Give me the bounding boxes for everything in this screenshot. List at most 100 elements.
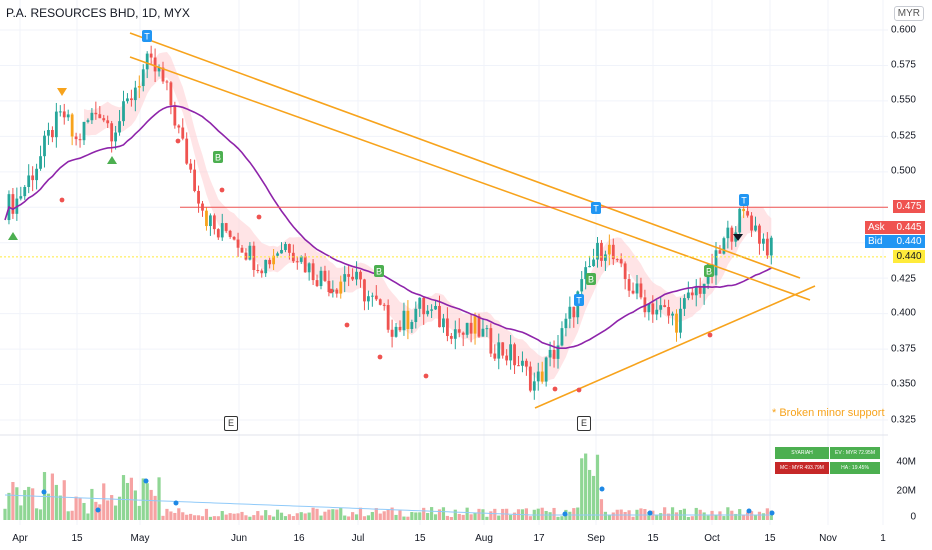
candle-body [145, 53, 149, 70]
volume-bar [418, 512, 422, 520]
volume-bar [86, 513, 90, 520]
volume-bar [181, 512, 185, 520]
down-triangle-icon [733, 234, 743, 241]
volume-bar [611, 512, 615, 520]
signal-dot [328, 288, 334, 294]
candle-body [469, 322, 473, 334]
volume-bar [19, 505, 23, 520]
time-tick: Jul [351, 533, 365, 544]
volume-bar [623, 511, 627, 520]
volume-bar [607, 515, 611, 520]
volume-bar [161, 515, 165, 520]
volume-signal-dot [95, 507, 101, 513]
volume-bar [268, 515, 272, 520]
volume-bar [595, 454, 600, 520]
candle-body [110, 123, 114, 142]
volume-average-line [4, 494, 772, 516]
volume-bar [410, 512, 414, 520]
currency-badge[interactable]: MYR [893, 6, 924, 21]
time-tick: 17 [533, 533, 545, 544]
volume-bar [193, 515, 197, 520]
time-tick: Jun [230, 533, 248, 544]
earnings-marker[interactable]: E [577, 416, 591, 431]
candle-body [655, 309, 659, 315]
volume-bar [3, 508, 7, 520]
candle-body [461, 332, 465, 335]
volume-bar [133, 490, 137, 520]
volume-bar [659, 513, 663, 520]
candle-body [43, 135, 46, 157]
time-tick: Oct [704, 533, 720, 544]
candle-body [718, 250, 722, 254]
volume-bar [426, 512, 430, 520]
channel-upper-line [129, 32, 801, 279]
candle-body [485, 328, 489, 330]
candle-body [323, 270, 327, 281]
volume-bar [7, 492, 11, 520]
signal-dot [59, 197, 65, 203]
volume-bar [232, 513, 236, 520]
volume-bar [169, 511, 173, 520]
candle-body [264, 259, 268, 274]
volume-bar [753, 515, 758, 520]
candle-body [528, 366, 532, 391]
volume-bar [647, 512, 651, 520]
support-trendline [534, 285, 816, 409]
candle-body [690, 292, 694, 296]
volume-bar [137, 505, 141, 520]
volume-bar [27, 486, 31, 520]
candle-body [347, 274, 351, 277]
volume-bar [765, 508, 769, 520]
price-tick: 0.425 [890, 273, 916, 285]
candle-body [552, 349, 556, 359]
volume-bar [477, 508, 481, 520]
candle-body [31, 175, 35, 181]
volume-bar [639, 508, 643, 520]
candle-body [315, 280, 319, 287]
resistance-price-label: 0.475 [893, 200, 925, 213]
candle-body [153, 57, 157, 72]
volume-bar [556, 516, 560, 520]
candle-body [406, 310, 410, 329]
volume-bar [422, 507, 426, 520]
candle-body [418, 297, 422, 309]
candle-body [319, 270, 323, 287]
b-signal-icon [704, 265, 714, 277]
candle-body [434, 305, 437, 310]
signal-letter: T [741, 196, 747, 206]
candle-body [118, 121, 121, 133]
ha-cell: HA : 19.45% [830, 462, 880, 474]
candle-body [367, 296, 370, 302]
volume-bar [335, 509, 339, 520]
candle-body [722, 238, 726, 254]
t-signal-icon [574, 294, 584, 306]
candle-body [422, 297, 426, 315]
candle-body [157, 67, 161, 72]
volume-bar [82, 502, 86, 520]
candle-body [374, 295, 378, 300]
signal-letter: B [588, 275, 594, 285]
candle-body [295, 261, 299, 263]
time-tick: 1 [880, 533, 886, 544]
volume-bar [256, 511, 260, 520]
volume-bar [177, 508, 181, 520]
volume-bar [189, 513, 193, 520]
volume-signal-dot [143, 478, 149, 484]
candle-body [746, 211, 749, 216]
candle-body [742, 208, 746, 212]
candle-body [509, 344, 512, 361]
volume-bar [307, 512, 311, 520]
candle-body [465, 322, 469, 335]
candle-body [489, 328, 493, 354]
candle-body [643, 297, 647, 313]
candle-body [758, 225, 761, 244]
candle-body [556, 345, 560, 359]
bid-label: Bid [865, 235, 895, 248]
earnings-marker[interactable]: E [224, 416, 238, 431]
signal-letter: B [215, 153, 221, 163]
volume-bar [465, 507, 469, 520]
price-tick: 0.525 [890, 130, 916, 142]
volume-bar [303, 513, 307, 520]
time-tick: 15 [764, 533, 776, 544]
